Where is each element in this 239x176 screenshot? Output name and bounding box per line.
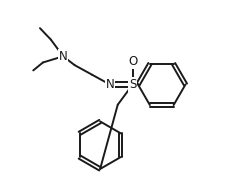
Text: O: O (128, 55, 137, 68)
Text: N: N (59, 50, 68, 63)
Text: S: S (129, 78, 136, 91)
Text: N: N (105, 78, 114, 91)
